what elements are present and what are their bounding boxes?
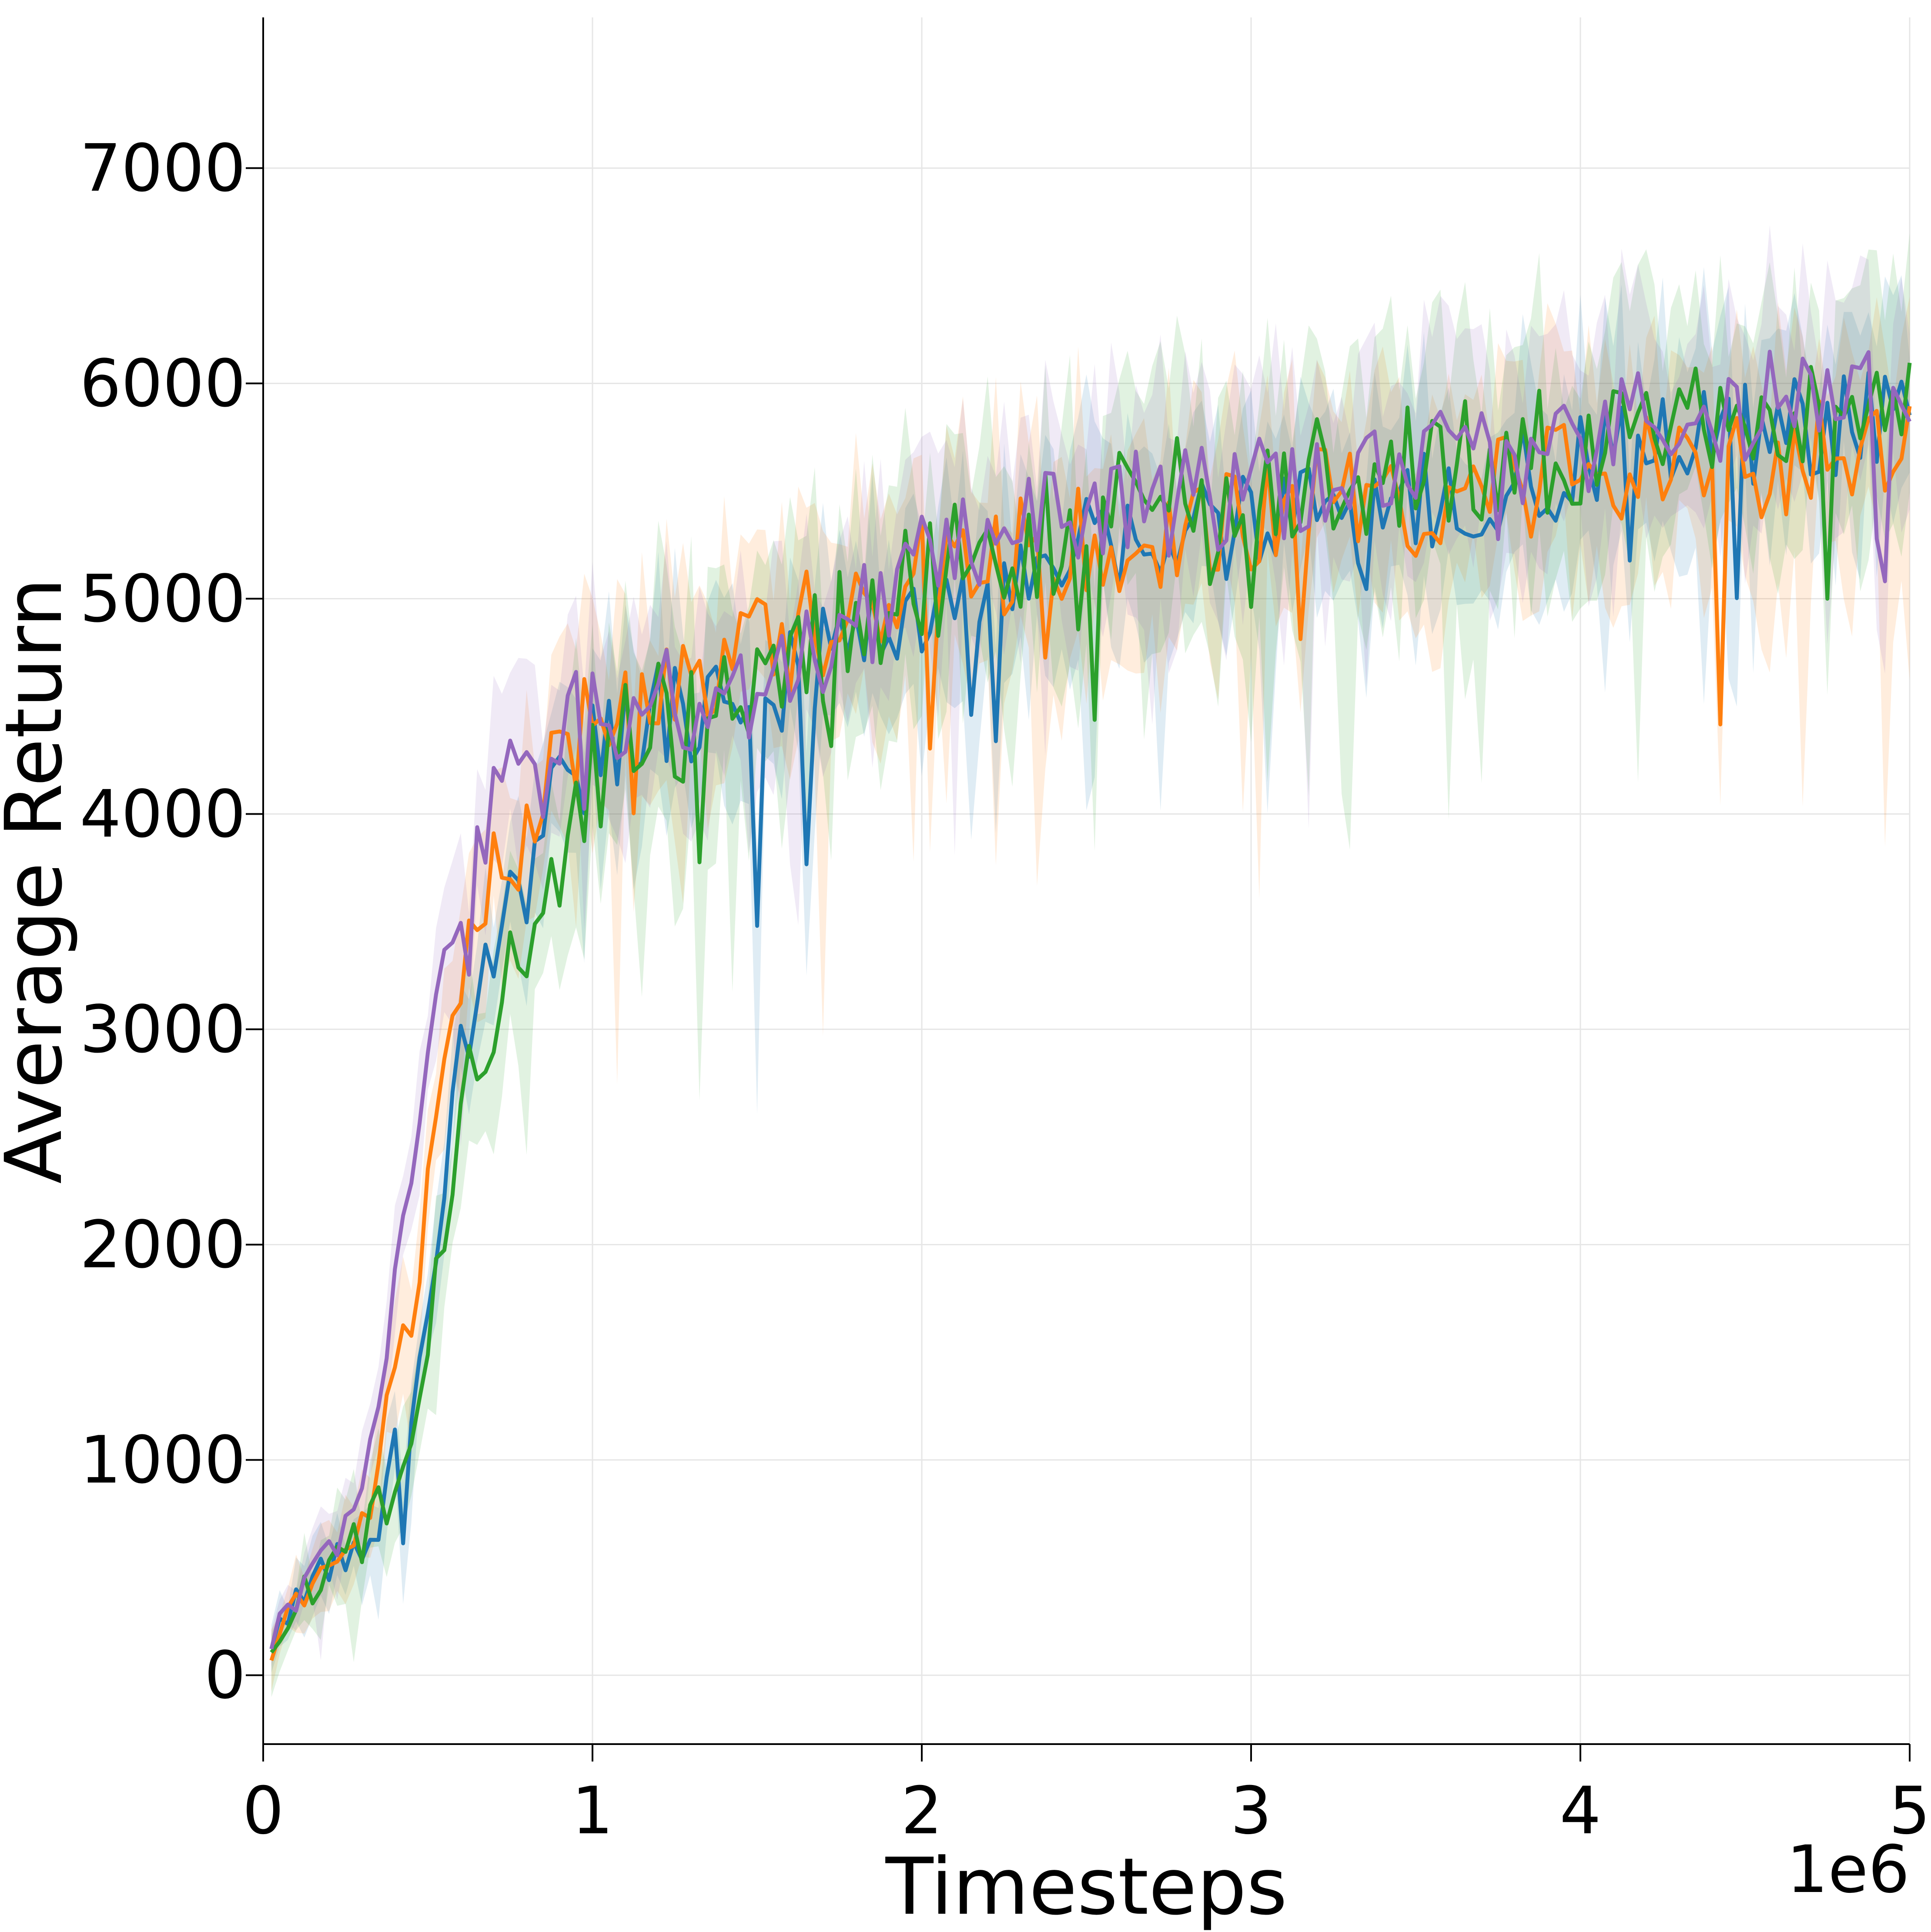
axes: 0 1000 2000 3000 4000 5000 6000 7000 0 1 2 3 4 5 xyxy=(80,17,1931,1849)
x-tick-label: 2 xyxy=(901,1773,942,1849)
series-band-4 xyxy=(271,225,1910,1668)
x-tick-label: 1 xyxy=(572,1773,613,1849)
series-band-2 xyxy=(271,296,1910,1691)
y-axis-title: Average Return xyxy=(0,578,80,1184)
x-axis-title: Timesteps xyxy=(885,1842,1288,1932)
y-tick-label: 0 xyxy=(204,1638,246,1714)
y-tick-label: 5000 xyxy=(80,562,246,637)
series-band-3 xyxy=(271,233,1910,1697)
x-tick-label: 3 xyxy=(1230,1773,1272,1849)
x-axis-offset-label: 1e6 xyxy=(1787,1832,1910,1908)
y-tick-label: 1000 xyxy=(80,1423,246,1498)
x-tick-label: 0 xyxy=(242,1773,284,1849)
series-lines xyxy=(269,350,1912,1661)
x-tick-label: 5 xyxy=(1889,1773,1930,1849)
series-line-1 xyxy=(269,371,1912,1650)
y-tick-label: 7000 xyxy=(80,131,246,207)
y-tick-label: 6000 xyxy=(80,346,246,422)
y-tick-label: 3000 xyxy=(80,992,246,1068)
series-line-3 xyxy=(270,362,1912,1654)
grid-layer xyxy=(262,17,1911,1744)
y-tick-label: 4000 xyxy=(80,777,246,852)
x-tick-label: 4 xyxy=(1560,1773,1601,1849)
confidence-bands xyxy=(271,225,1910,1697)
y-tick-label: 2000 xyxy=(80,1207,246,1283)
series-band-1 xyxy=(271,267,1910,1673)
series-line-4 xyxy=(269,350,1912,1650)
